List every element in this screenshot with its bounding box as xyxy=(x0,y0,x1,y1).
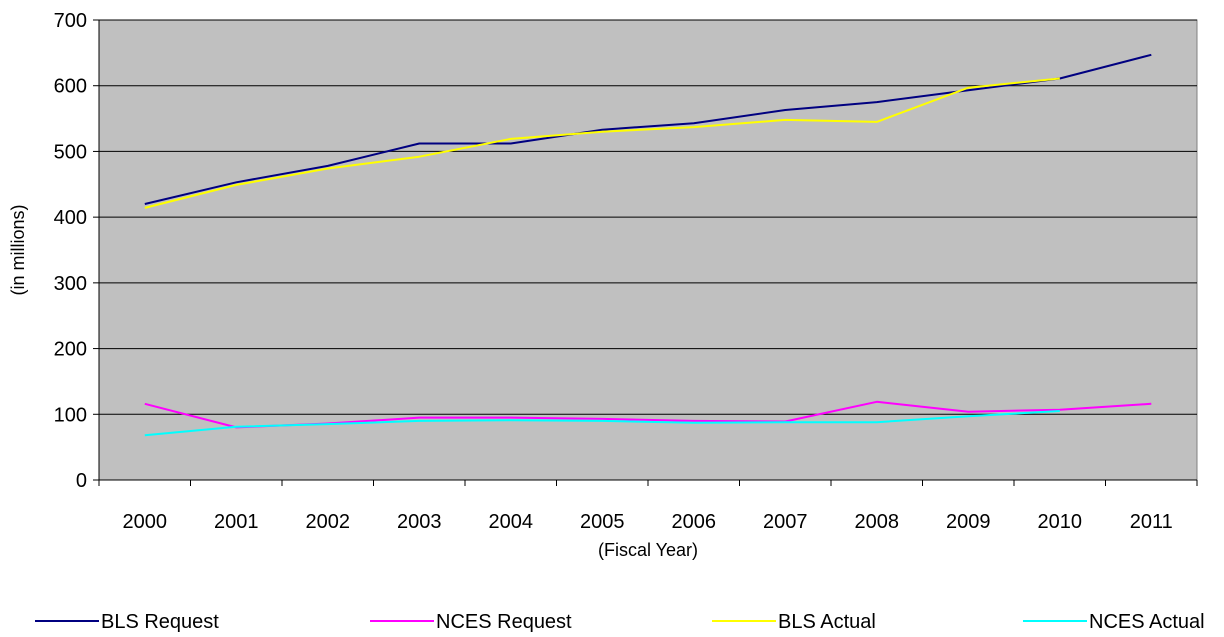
legend: BLS Request NCES Request BLS Actual NCES Ac… xyxy=(35,611,1205,633)
legend-label: BLS Actual xyxy=(778,611,876,633)
x-tick-label: 2010 xyxy=(1038,511,1083,533)
series-line-bls-actual xyxy=(144,77,1060,209)
x-tick-label: 2004 xyxy=(489,511,534,533)
x-tick-label: 2009 xyxy=(946,511,991,533)
series-lines xyxy=(144,53,1152,437)
y-tick-label: 600 xyxy=(54,76,87,98)
series-line-nces-actual xyxy=(144,410,1060,437)
y-tick-label: 300 xyxy=(54,273,87,295)
y-axis-title: (in millions) xyxy=(8,204,28,295)
x-axis-title: (Fiscal Year) xyxy=(598,540,698,560)
x-tick-label: 2000 xyxy=(123,511,168,533)
legend-item-nces-request: NCES Request xyxy=(370,611,572,633)
x-tick-label: 2003 xyxy=(397,511,442,533)
x-tick-label: 2006 xyxy=(672,511,717,533)
y-tick-label: 100 xyxy=(54,404,87,426)
y-tick-label: 200 xyxy=(54,339,87,361)
legend-item-bls-request: BLS Request xyxy=(35,611,219,633)
y-tick-labels: 0 100 200 300 400 500 600 700 xyxy=(54,10,87,492)
legend-item-bls-actual: BLS Actual xyxy=(712,611,876,633)
legend-label: BLS Request xyxy=(101,611,219,633)
legend-label: NCES Actual xyxy=(1089,611,1205,633)
y-tick-label: 500 xyxy=(54,141,87,163)
x-tick-label: 2002 xyxy=(306,511,351,533)
x-tick-label: 2011 xyxy=(1130,511,1173,533)
plot-area xyxy=(98,19,1198,481)
legend-item-nces-actual: NCES Actual xyxy=(1023,611,1205,633)
x-tick-label: 2005 xyxy=(580,511,625,533)
y-tick-label: 0 xyxy=(76,470,87,492)
series-line-bls-request xyxy=(144,53,1152,205)
x-tick-label: 2008 xyxy=(855,511,900,533)
x-tick-label: 2007 xyxy=(763,511,808,533)
y-tick-label: 400 xyxy=(54,207,87,229)
x-tick-label: 2001 xyxy=(214,511,259,533)
x-tick-labels: 2000 2001 2002 2003 2004 2005 2006 2007 2008 2009… xyxy=(123,511,1173,533)
y-tick-label: 700 xyxy=(54,10,87,32)
legend-label: NCES Request xyxy=(436,611,572,633)
